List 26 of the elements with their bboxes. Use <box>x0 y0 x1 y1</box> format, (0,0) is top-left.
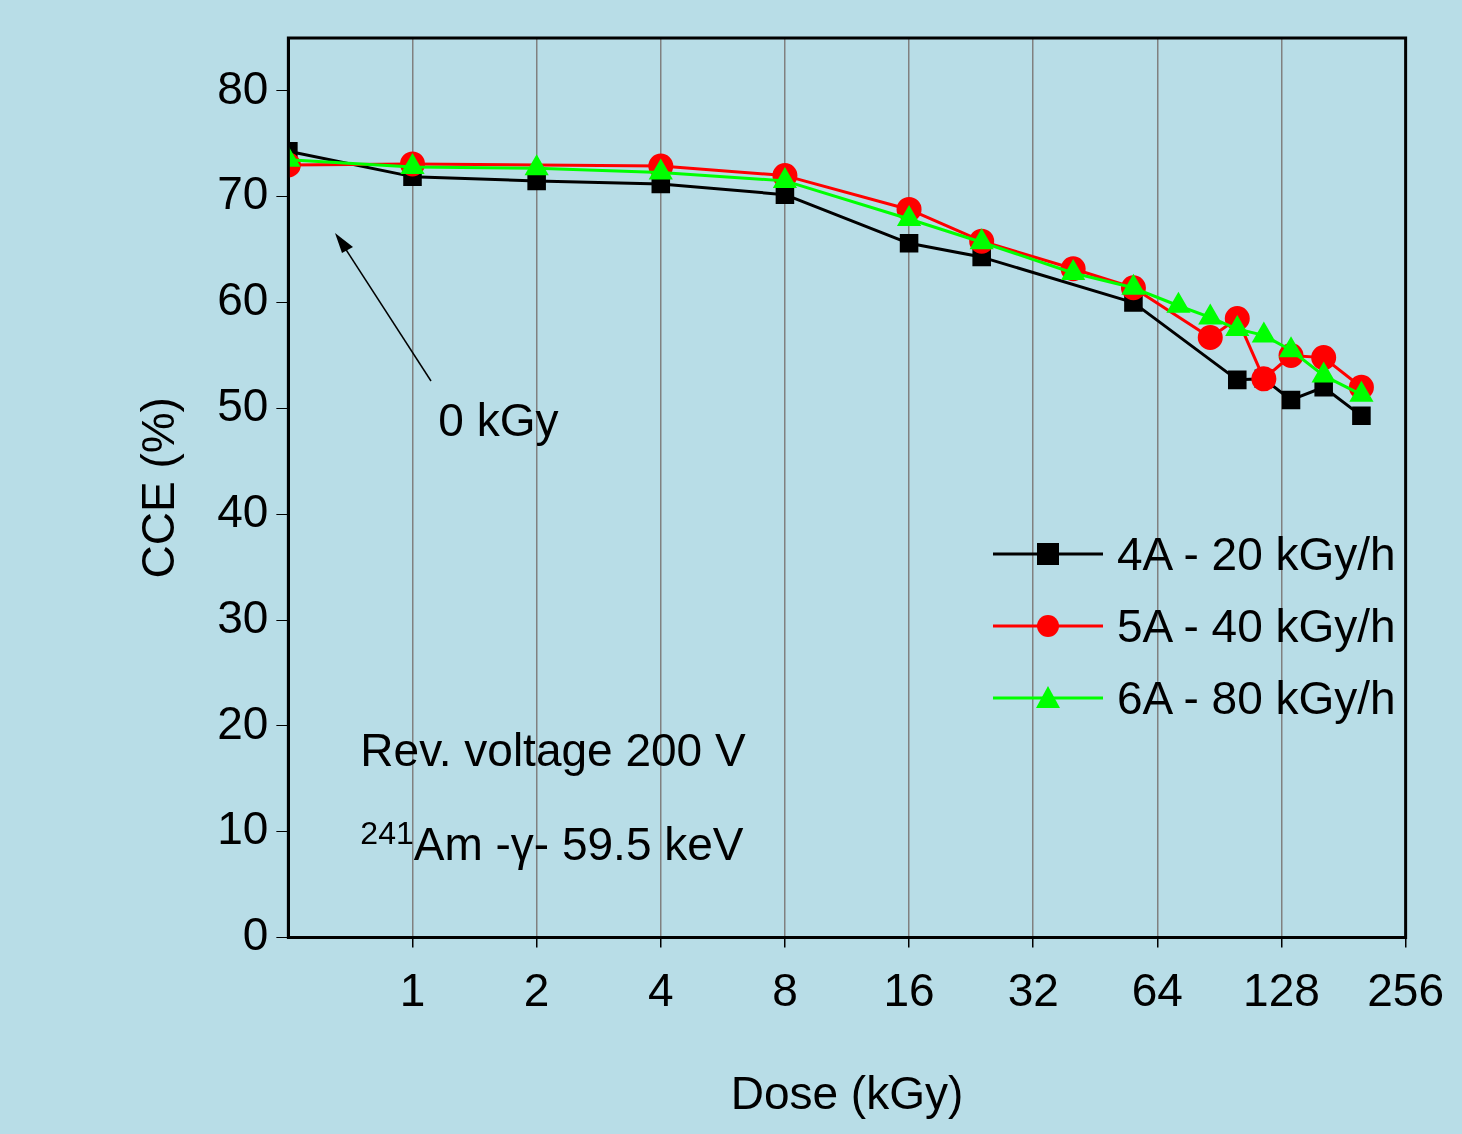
annotation: Rev. voltage 200 V <box>360 722 746 777</box>
x-tick-label: 256 <box>1367 963 1444 1016</box>
annotation: 0 kGy <box>438 393 559 447</box>
y-tick-label: 40 <box>217 484 269 537</box>
x-tick-label: 32 <box>1007 963 1059 1016</box>
y-tick-label: 80 <box>217 61 269 114</box>
y-tick-label: 60 <box>217 273 269 326</box>
x-tick-label: 2 <box>523 963 550 1016</box>
y-tick-label: 0 <box>242 908 269 961</box>
y-tick-label: 10 <box>217 802 269 855</box>
legend-label: 6A - 80 kGy/h <box>1116 671 1396 724</box>
x-tick-label: 16 <box>883 963 935 1016</box>
x-tick-label: 64 <box>1131 963 1183 1016</box>
legend-label: 4A - 20 kGy/h <box>1116 527 1396 580</box>
x-tick-label: 4 <box>647 963 674 1016</box>
annotation: $^{241}$Am -γ- 59.5 keV <box>360 814 744 871</box>
x-tick-label: 1 <box>399 963 426 1016</box>
y-tick-label: 30 <box>217 590 269 643</box>
legend-label: 5A - 40 kGy/h <box>1116 599 1396 652</box>
x-tick-label: 8 <box>772 963 798 1016</box>
x-tick-label: 128 <box>1243 963 1320 1016</box>
y-axis-title: CCE (%) <box>132 397 185 579</box>
y-tick-label: 70 <box>217 167 269 220</box>
y-tick-label: 50 <box>217 379 269 432</box>
y-tick-label: 20 <box>217 696 269 749</box>
x-axis-title: Dose (kGy) <box>730 1067 964 1120</box>
